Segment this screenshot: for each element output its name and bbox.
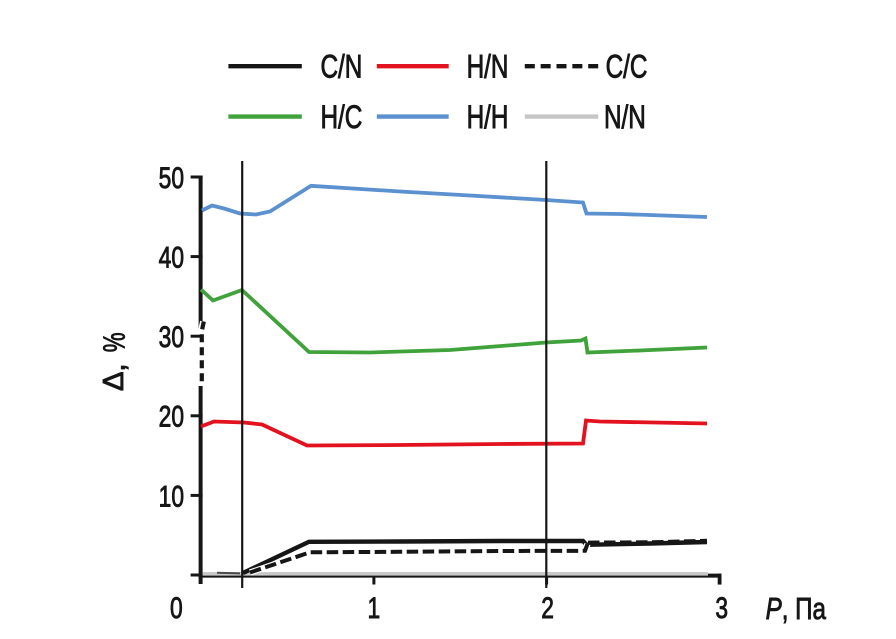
svg-text:0: 0 (170, 591, 183, 625)
svg-text:Δ: Δ (98, 372, 130, 391)
svg-text:50: 50 (159, 161, 184, 195)
svg-text:N/N: N/N (604, 100, 646, 136)
svg-text:30: 30 (159, 320, 184, 354)
svg-text:%: % (97, 332, 131, 352)
svg-text:H/N: H/N (467, 49, 509, 85)
svg-text:2: 2 (541, 591, 554, 625)
svg-text:1: 1 (368, 591, 381, 625)
svg-text:40: 40 (159, 240, 184, 274)
svg-text:3: 3 (715, 591, 728, 625)
svg-text:,: , (99, 363, 132, 371)
svg-text:P, Па: P, Па (766, 591, 827, 626)
svg-text:20: 20 (159, 400, 184, 434)
svg-text:C/C: C/C (606, 49, 648, 85)
svg-text:10: 10 (159, 479, 184, 513)
svg-text:H/C: H/C (321, 100, 363, 136)
svg-text:C/N: C/N (321, 49, 363, 85)
svg-text:H/H: H/H (467, 100, 509, 136)
